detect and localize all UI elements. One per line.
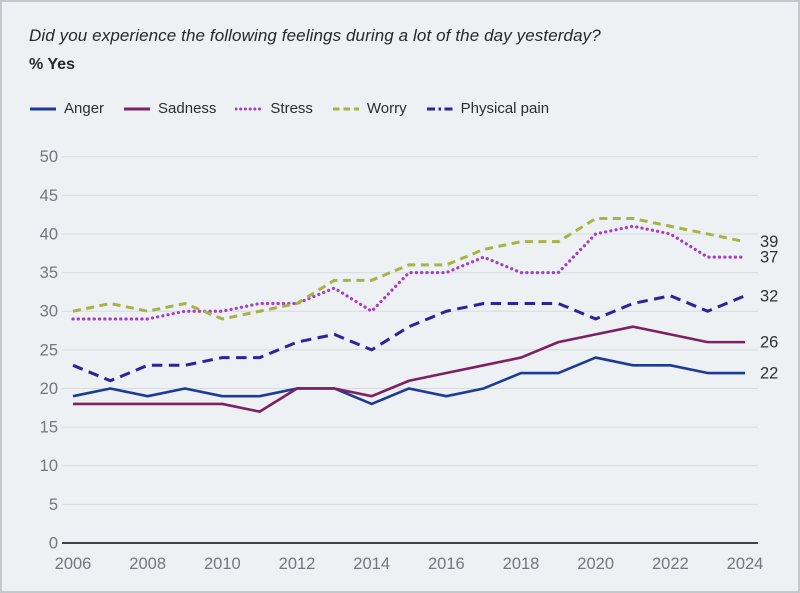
anger-end-label: 22 (760, 365, 778, 383)
legend-item-sadness: Sadness (123, 100, 216, 117)
y-tick-label: 30 (40, 303, 58, 321)
legend-label-anger: Anger (64, 100, 105, 117)
legend-label-sadness: Sadness (158, 100, 217, 117)
x-tick-label: 2024 (727, 555, 764, 573)
x-tick-label: 2010 (204, 555, 241, 573)
x-tick-label: 2016 (428, 555, 465, 573)
chart-subtitle: % Yes (29, 56, 75, 73)
sadness-line (73, 325, 745, 413)
legend-item-worry: Worry (332, 100, 407, 117)
y-tick-label: 10 (40, 457, 58, 475)
physical-pain-swatch-icon (426, 107, 453, 110)
stress-line (71, 224, 747, 321)
worry-swatch-icon (332, 107, 359, 110)
legend-label-physical-pain: Physical pain (460, 100, 550, 117)
worry-line (72, 217, 746, 321)
legend-item-physical-pain: Physical pain (426, 100, 549, 117)
sadness-end-label: 26 (760, 334, 778, 352)
anger-line (72, 356, 745, 406)
legend-label-worry: Worry (366, 100, 407, 117)
y-tick-label: 45 (40, 187, 58, 205)
x-tick-label: 2018 (503, 555, 540, 573)
x-tick-label: 2006 (55, 555, 92, 573)
legend-item-anger: Anger (29, 100, 104, 117)
y-tick-label: 25 (40, 341, 58, 359)
physical-pain-line (72, 294, 746, 383)
y-tick-label: 20 (40, 380, 58, 398)
stress-swatch-icon (235, 107, 264, 110)
sadness-swatch-icon (124, 107, 151, 110)
x-tick-label: 2012 (279, 555, 316, 573)
y-tick-label: 0 (49, 535, 58, 553)
y-tick-label: 15 (40, 419, 58, 437)
legend-label-stress: Stress (270, 100, 313, 117)
y-tick-label: 40 (40, 225, 58, 243)
anger-swatch-icon (30, 107, 56, 110)
chart-title: Did you experience the following feeling… (29, 26, 601, 45)
x-tick-label: 2008 (129, 555, 166, 573)
worry-end-label: 39 (760, 233, 778, 251)
legend: Anger Sadness Stress Worry Physical pain (29, 100, 549, 117)
y-tick-label: 50 (40, 148, 58, 166)
x-tick-label: 2020 (577, 555, 614, 573)
physical-pain-end-label: 32 (760, 287, 778, 305)
stress-end-label: 37 (760, 249, 778, 267)
x-tick-label: 2014 (353, 555, 390, 573)
x-tick-label: 2022 (652, 555, 689, 573)
y-tick-label: 35 (40, 264, 58, 282)
y-tick-label: 5 (49, 496, 58, 514)
legend-item-stress: Stress (235, 100, 313, 117)
